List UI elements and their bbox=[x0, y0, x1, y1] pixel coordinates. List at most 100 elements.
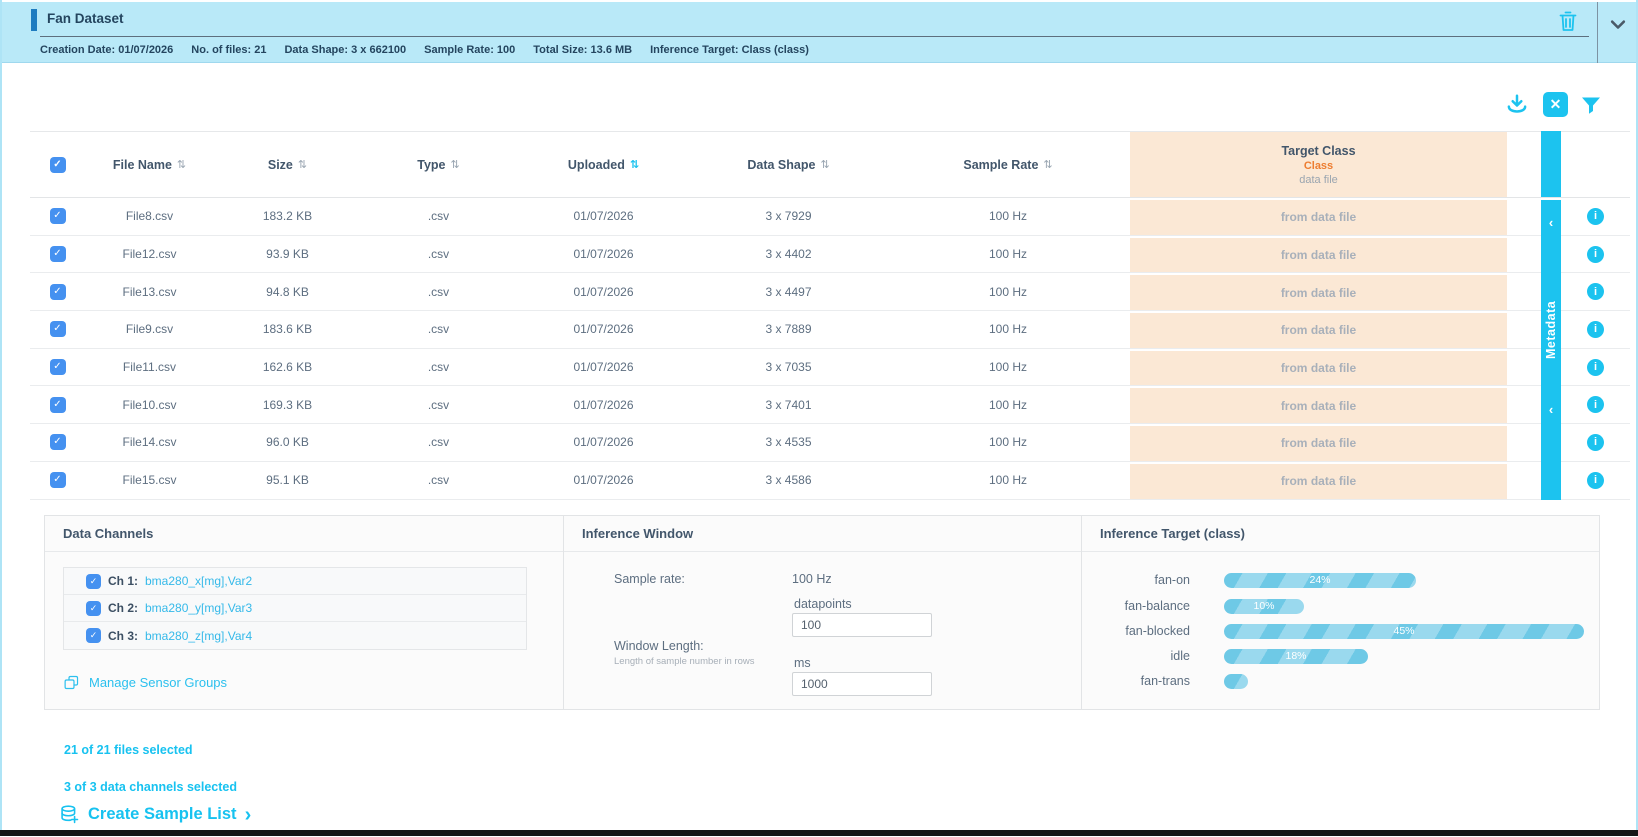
target-class-cell: from data file bbox=[1130, 198, 1507, 235]
channel-value[interactable]: bma280_x[mg],Var2 bbox=[145, 574, 253, 588]
type-cell: .csv bbox=[427, 247, 450, 262]
delete-dataset-button[interactable] bbox=[1556, 9, 1580, 33]
uploaded-cell: 01/07/2026 bbox=[573, 435, 634, 450]
info-icon[interactable]: i bbox=[1587, 433, 1604, 451]
ms-input[interactable] bbox=[792, 672, 932, 696]
column-header-target-class: Target Class Class data file bbox=[1130, 132, 1507, 197]
dataset-meta-item: Total Size: 13.6 MB bbox=[533, 44, 633, 56]
column-header-size[interactable]: Size ⇅ bbox=[214, 132, 361, 197]
info-icon[interactable]: i bbox=[1587, 471, 1604, 489]
info-icon[interactable]: i bbox=[1587, 283, 1604, 301]
manage-sensor-groups-link[interactable]: Manage Sensor Groups bbox=[63, 674, 227, 691]
table-row: ✓ File15.csv 95.1 KB .csv 01/07/2026 3 x… bbox=[30, 461, 1630, 500]
channel-checkbox[interactable]: ✓ bbox=[86, 628, 101, 643]
target-class-source: data file bbox=[1299, 173, 1338, 186]
sort-icon[interactable]: ⇅ bbox=[820, 158, 830, 171]
info-icon[interactable]: i bbox=[1587, 245, 1604, 263]
download-button[interactable] bbox=[1504, 92, 1530, 118]
manage-sensor-groups-icon bbox=[64, 675, 79, 690]
create-sample-list-button[interactable]: Create Sample List › bbox=[60, 804, 251, 825]
type-cell: .csv bbox=[427, 435, 450, 450]
row-checkbox-cell: ✓ bbox=[30, 386, 85, 423]
channel-label: Ch 1: bbox=[108, 574, 138, 588]
uploaded-cell: 01/07/2026 bbox=[573, 473, 634, 488]
info-icon[interactable]: i bbox=[1587, 358, 1604, 376]
file-name-cell: File10.csv bbox=[122, 397, 177, 412]
channel-row: ✓ Ch 3: bma280_z[mg],Var4 bbox=[64, 622, 526, 649]
channel-row: ✓ Ch 2: bma280_y[mg],Var3 bbox=[64, 595, 526, 622]
file-name-cell: File15.csv bbox=[122, 473, 177, 488]
sort-icon[interactable]: ⇅ bbox=[297, 158, 308, 171]
panel-title: Inference Window bbox=[582, 526, 694, 541]
column-header-type[interactable]: Type ⇅ bbox=[361, 132, 516, 197]
row-checkbox[interactable]: ✓ bbox=[49, 321, 66, 338]
select-all-checkbox[interactable]: ✓ bbox=[49, 156, 66, 173]
file-name-cell: File11.csv bbox=[122, 360, 177, 375]
class-bar-row: fan-blocked 45% bbox=[1082, 620, 1599, 642]
column-header-data-shape[interactable]: Data Shape ⇅ bbox=[691, 132, 886, 197]
sample-rate-cell: 100 Hz bbox=[988, 473, 1028, 488]
channel-row: ✓ Ch 1: bma280_x[mg],Var2 bbox=[64, 568, 526, 595]
dataset-meta-row: Creation Date: 01/07/2026 No. of files: 2… bbox=[40, 44, 809, 56]
header-vertical-divider bbox=[1597, 2, 1598, 63]
inference-window-panel: Inference Window Sample rate: 100 Hz dat… bbox=[563, 516, 1081, 709]
size-cell: 183.6 KB bbox=[262, 322, 313, 337]
data-shape-cell: 3 x 7889 bbox=[765, 322, 812, 337]
sample-rate-cell: 100 Hz bbox=[988, 284, 1028, 299]
row-checkbox[interactable]: ✓ bbox=[49, 359, 66, 376]
sample-rate-cell: 100 Hz bbox=[988, 435, 1028, 450]
info-header-cell bbox=[1561, 132, 1630, 197]
row-checkbox[interactable]: ✓ bbox=[49, 434, 66, 451]
channel-checkbox[interactable]: ✓ bbox=[86, 573, 101, 589]
class-bar-row: idle 18% bbox=[1082, 645, 1599, 667]
class-bar-row: fan-on 24% bbox=[1082, 569, 1599, 591]
channel-value[interactable]: bma280_z[mg],Var4 bbox=[145, 628, 253, 643]
uploaded-cell: 01/07/2026 bbox=[573, 247, 634, 262]
class-label: fan-balance bbox=[1124, 599, 1190, 613]
collapse-dataset-button[interactable] bbox=[1604, 10, 1632, 38]
sort-icon[interactable]: ⇅ bbox=[176, 158, 187, 171]
row-checkbox-cell: ✓ bbox=[30, 424, 85, 461]
metadata-tab[interactable]: ‹ ‹ Metadata bbox=[1541, 200, 1561, 500]
size-cell: 183.2 KB bbox=[262, 209, 313, 224]
datapoints-input[interactable] bbox=[792, 613, 932, 637]
filter-icon bbox=[1582, 97, 1600, 114]
info-icon[interactable]: i bbox=[1587, 207, 1604, 225]
spacer-cell bbox=[1507, 273, 1541, 310]
filter-button[interactable] bbox=[1578, 92, 1604, 118]
row-checkbox[interactable]: ✓ bbox=[49, 472, 66, 489]
sort-icon[interactable]: ⇅ bbox=[1043, 158, 1053, 171]
row-checkbox[interactable]: ✓ bbox=[49, 246, 66, 263]
metadata-tab-label: Metadata bbox=[1544, 300, 1558, 360]
row-checkbox[interactable]: ✓ bbox=[49, 208, 66, 225]
clear-filter-button[interactable]: ✕ bbox=[1543, 92, 1568, 117]
dataset-header: Fan Dataset Creation Date: 01/07/2026 No.… bbox=[2, 2, 1636, 63]
channel-checkbox[interactable]: ✓ bbox=[86, 600, 101, 616]
spacer-cell bbox=[1507, 198, 1541, 235]
row-checkbox[interactable]: ✓ bbox=[49, 396, 66, 413]
metadata-collapse-icon[interactable]: ‹ bbox=[1548, 215, 1554, 230]
dataset-meta-item: Inference Target: Class (class) bbox=[650, 44, 809, 56]
info-cell: i bbox=[1561, 386, 1630, 423]
size-cell: 169.3 KB bbox=[262, 397, 313, 412]
table-row: ✓ File13.csv 94.8 KB .csv 01/07/2026 3 x… bbox=[30, 273, 1630, 312]
info-icon[interactable]: i bbox=[1587, 320, 1604, 338]
data-channels-header: Data Channels bbox=[45, 516, 563, 552]
sort-icon[interactable]: ⇅ bbox=[629, 158, 640, 171]
info-icon[interactable]: i bbox=[1587, 396, 1604, 414]
target-class-cell: from data file bbox=[1130, 311, 1507, 348]
column-header-sample-rate[interactable]: Sample Rate ⇅ bbox=[886, 132, 1130, 197]
sort-icon[interactable]: ⇅ bbox=[450, 158, 460, 171]
metadata-tab-header-segment[interactable] bbox=[1541, 131, 1561, 197]
dataset-meta-item: Data Shape: 3 x 662100 bbox=[284, 44, 407, 56]
target-class-selected[interactable]: Class bbox=[1303, 159, 1334, 172]
panel-title: Inference Target (class) bbox=[1100, 526, 1245, 541]
column-header-file-name[interactable]: File Name ⇅ bbox=[85, 132, 214, 197]
metadata-collapse-icon[interactable]: ‹ bbox=[1548, 402, 1554, 417]
info-cell: i bbox=[1561, 311, 1630, 348]
channel-value[interactable]: bma280_y[mg],Var3 bbox=[145, 601, 253, 615]
column-header-uploaded[interactable]: Uploaded ⇅ bbox=[516, 132, 691, 197]
row-checkbox[interactable]: ✓ bbox=[49, 283, 66, 300]
chevron-right-icon: › bbox=[244, 803, 252, 826]
sample-rate-label: Sample rate: bbox=[614, 572, 685, 586]
